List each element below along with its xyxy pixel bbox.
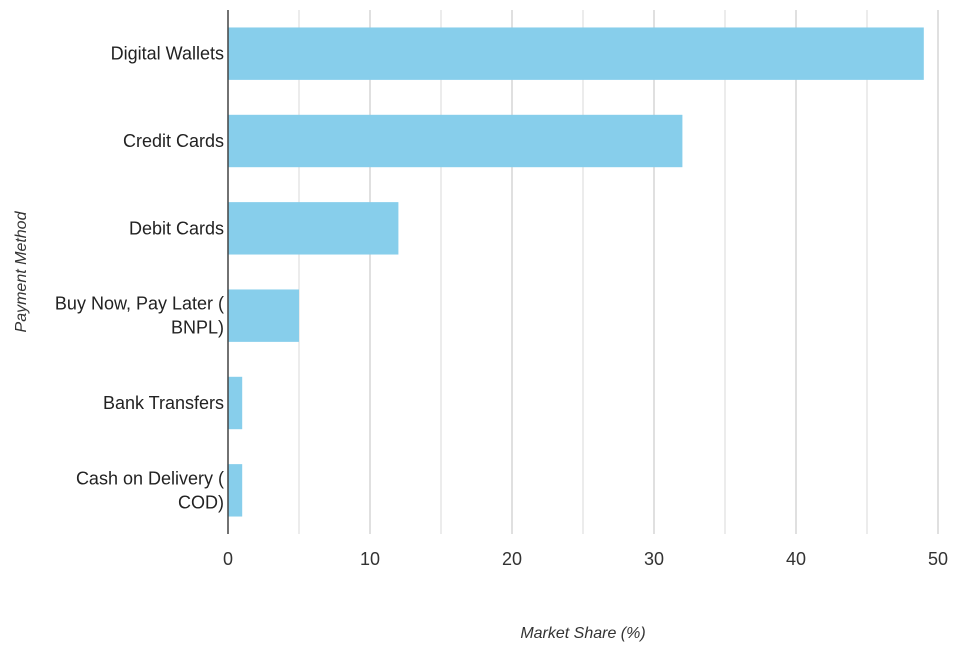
category-label: Credit Cards <box>123 131 224 151</box>
bar-cash-on-delivery-cod <box>228 464 243 517</box>
x-axis-title: Market Share (%) <box>520 625 645 642</box>
x-tick-label: 40 <box>786 549 806 569</box>
x-tick-label: 20 <box>502 549 522 569</box>
x-tick-label: 0 <box>223 549 233 569</box>
x-tick-label: 50 <box>928 549 948 569</box>
bar-credit-cards <box>228 114 683 168</box>
y-axis-title: Payment Method <box>13 210 30 332</box>
category-labels: Digital Wallets Credit Cards Debit Cards Bu… <box>55 44 224 513</box>
x-tick-label: 30 <box>644 549 664 569</box>
bar-bank-transfers <box>228 376 243 430</box>
x-tick-labels: 0 10 20 30 40 50 <box>223 549 948 569</box>
bars <box>228 27 924 517</box>
gridlines <box>298 10 939 534</box>
category-label: Digital Wallets <box>111 44 224 64</box>
bar-buy-now-pay-later-bnpl <box>228 289 299 342</box>
category-label: Debit Cards <box>129 218 224 238</box>
category-label: Buy Now, Pay Later (BNPL) <box>55 294 224 338</box>
category-label: Bank Transfers <box>103 393 224 413</box>
x-tick-label: 10 <box>360 549 380 569</box>
bar-debit-cards <box>228 202 399 255</box>
bar-digital-wallets <box>228 27 924 80</box>
category-label: Cash on Delivery (COD) <box>76 468 224 512</box>
